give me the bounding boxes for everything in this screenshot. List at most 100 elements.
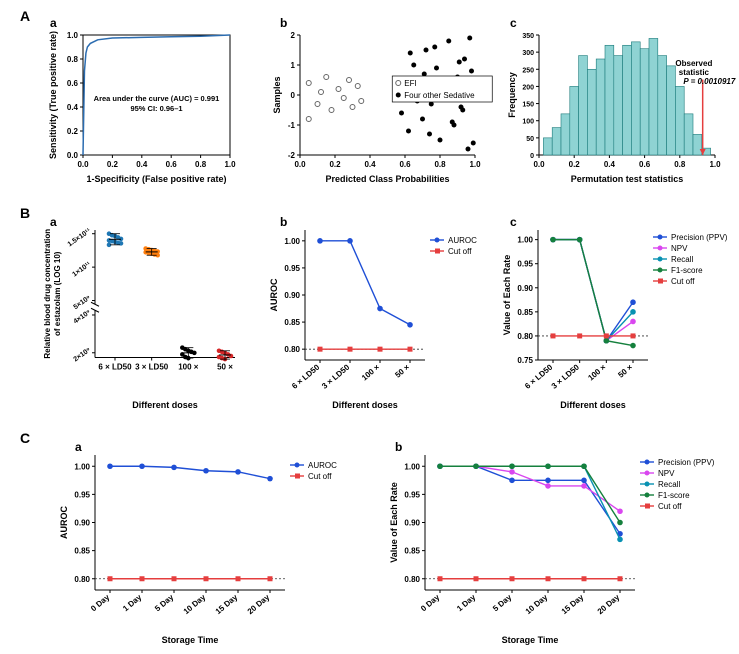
svg-text:NPV: NPV [658, 469, 675, 478]
svg-text:AUROC: AUROC [269, 278, 279, 311]
svg-text:0.75: 0.75 [517, 356, 533, 365]
svg-text:0.80: 0.80 [517, 332, 533, 341]
svg-text:0.2: 0.2 [329, 160, 341, 169]
svg-text:Different doses: Different doses [132, 400, 198, 410]
svg-text:50: 50 [526, 136, 534, 143]
svg-text:Precision (PPV): Precision (PPV) [658, 458, 715, 467]
svg-text:NPV: NPV [671, 244, 688, 253]
svg-text:0.4: 0.4 [136, 160, 148, 169]
svg-text:of estazolam (LOG 10): of estazolam (LOG 10) [53, 251, 62, 336]
svg-text:50 ×: 50 × [217, 363, 233, 372]
svg-text:6 × LD50: 6 × LD50 [523, 362, 555, 391]
svg-text:100 ×: 100 × [586, 362, 608, 382]
svg-text:6 × LD50: 6 × LD50 [98, 363, 132, 372]
svg-text:0.8: 0.8 [195, 160, 207, 169]
svg-text:0.0: 0.0 [533, 160, 545, 169]
chart-Ac: 0.00.20.40.60.81.0050100150200250300350O… [505, 30, 720, 185]
svg-text:0.4: 0.4 [604, 160, 616, 169]
svg-text:Value of Each Rate: Value of Each Rate [502, 255, 512, 336]
svg-text:1 Day: 1 Day [455, 592, 478, 613]
svg-text:0.85: 0.85 [74, 547, 90, 556]
svg-text:Different doses: Different doses [560, 400, 626, 410]
svg-text:AUROC: AUROC [59, 506, 69, 539]
svg-text:0.6: 0.6 [166, 160, 178, 169]
svg-text:Observed: Observed [675, 59, 712, 68]
svg-text:200: 200 [522, 84, 534, 91]
svg-text:1×10¹¹: 1×10¹¹ [71, 261, 92, 279]
svg-text:Predicted Class Probabilities: Predicted Class Probabilities [325, 174, 449, 184]
svg-text:250: 250 [522, 67, 534, 74]
svg-text:Area under the curve (AUC) = 0: Area under the curve (AUC) = 0.991 [94, 94, 220, 103]
svg-text:0.90: 0.90 [74, 519, 90, 528]
svg-text:0.95: 0.95 [404, 490, 420, 499]
svg-text:Storage Time: Storage Time [502, 635, 559, 645]
svg-text:0.95: 0.95 [74, 490, 90, 499]
svg-text:Permutation test statistics: Permutation test statistics [571, 174, 684, 184]
svg-text:Recall: Recall [658, 480, 680, 489]
svg-text:Cut off: Cut off [308, 472, 332, 481]
svg-text:15 Day: 15 Day [560, 592, 586, 616]
svg-text:0.95: 0.95 [284, 264, 300, 273]
svg-text:5×10⁹: 5×10⁹ [72, 294, 92, 311]
chart-Ca: 0.800.850.900.951.000 Day1 Day5 Day10 Da… [55, 450, 355, 645]
svg-text:F1-score: F1-score [658, 491, 690, 500]
svg-text:4×10⁹: 4×10⁹ [72, 309, 92, 326]
svg-text:10 Day: 10 Day [182, 592, 208, 616]
svg-text:0.95: 0.95 [517, 260, 533, 269]
svg-text:0.4: 0.4 [67, 103, 79, 112]
svg-text:50 ×: 50 × [616, 362, 634, 379]
svg-text:1.5×10¹¹: 1.5×10¹¹ [67, 227, 93, 248]
chart-Bb: 0.800.850.900.951.006 × LD503 × LD50100 … [265, 225, 485, 410]
svg-text:-1: -1 [288, 121, 296, 130]
panel-label-C: C [20, 430, 30, 446]
svg-text:0.90: 0.90 [404, 519, 420, 528]
svg-text:0.2: 0.2 [67, 127, 79, 136]
svg-text:Relative blood drug concentrat: Relative blood drug concentration [43, 229, 52, 359]
svg-text:AUROC: AUROC [308, 461, 337, 470]
svg-text:Samples: Samples [272, 76, 282, 113]
svg-text:0 Day: 0 Day [89, 592, 112, 613]
svg-text:1.00: 1.00 [284, 237, 300, 246]
svg-text:1.00: 1.00 [404, 462, 420, 471]
svg-text:0.8: 0.8 [674, 160, 686, 169]
svg-text:1.00: 1.00 [517, 236, 533, 245]
chart-Cb: 0.800.850.900.951.000 Day1 Day5 Day10 Da… [385, 450, 730, 645]
svg-text:350: 350 [522, 33, 534, 40]
svg-text:0.0: 0.0 [294, 160, 306, 169]
svg-text:3 × LD50: 3 × LD50 [550, 362, 582, 391]
svg-text:-2: -2 [288, 151, 296, 160]
sub-label-Ac: c [510, 16, 517, 30]
svg-text:Value of Each Rate: Value of Each Rate [389, 482, 399, 563]
svg-text:0.80: 0.80 [284, 345, 300, 354]
svg-text:0.80: 0.80 [74, 575, 90, 584]
chart-Aa: 0.00.20.40.60.81.00.00.20.40.60.81.0Area… [45, 30, 235, 185]
svg-text:0.6: 0.6 [639, 160, 651, 169]
svg-text:10 Day: 10 Day [524, 592, 550, 616]
panel-label-A: A [20, 8, 30, 24]
svg-text:AUROC: AUROC [448, 236, 477, 245]
svg-text:0.2: 0.2 [569, 160, 581, 169]
svg-text:Recall: Recall [671, 255, 693, 264]
svg-text:5 Day: 5 Day [153, 592, 176, 613]
chart-Bc: 0.750.800.850.900.951.006 × LD503 × LD50… [498, 225, 733, 410]
svg-text:Cut off: Cut off [448, 247, 472, 256]
svg-text:0.8: 0.8 [434, 160, 446, 169]
svg-text:0.0: 0.0 [67, 151, 79, 160]
svg-text:15 Day: 15 Day [214, 592, 240, 616]
svg-text:statistic: statistic [679, 68, 710, 77]
svg-text:0.8: 0.8 [67, 55, 79, 64]
svg-text:1.0: 1.0 [709, 160, 721, 169]
svg-text:Sensitivity (True positive rat: Sensitivity (True positive rate) [48, 31, 58, 159]
panel-label-B: B [20, 205, 30, 221]
svg-text:Frequency: Frequency [507, 72, 517, 118]
sub-label-Aa: a [50, 16, 57, 30]
svg-text:95% CI: 0.96–1: 95% CI: 0.96–1 [130, 104, 182, 113]
svg-text:Four other Sedative: Four other Sedative [404, 91, 475, 100]
svg-text:100 ×: 100 × [360, 362, 382, 382]
svg-text:0 Day: 0 Day [419, 592, 442, 613]
svg-text:0.90: 0.90 [284, 291, 300, 300]
svg-text:EFI: EFI [404, 79, 416, 88]
svg-text:3 × LD50: 3 × LD50 [135, 363, 169, 372]
svg-text:Cut off: Cut off [658, 502, 682, 511]
svg-text:100: 100 [522, 119, 534, 126]
